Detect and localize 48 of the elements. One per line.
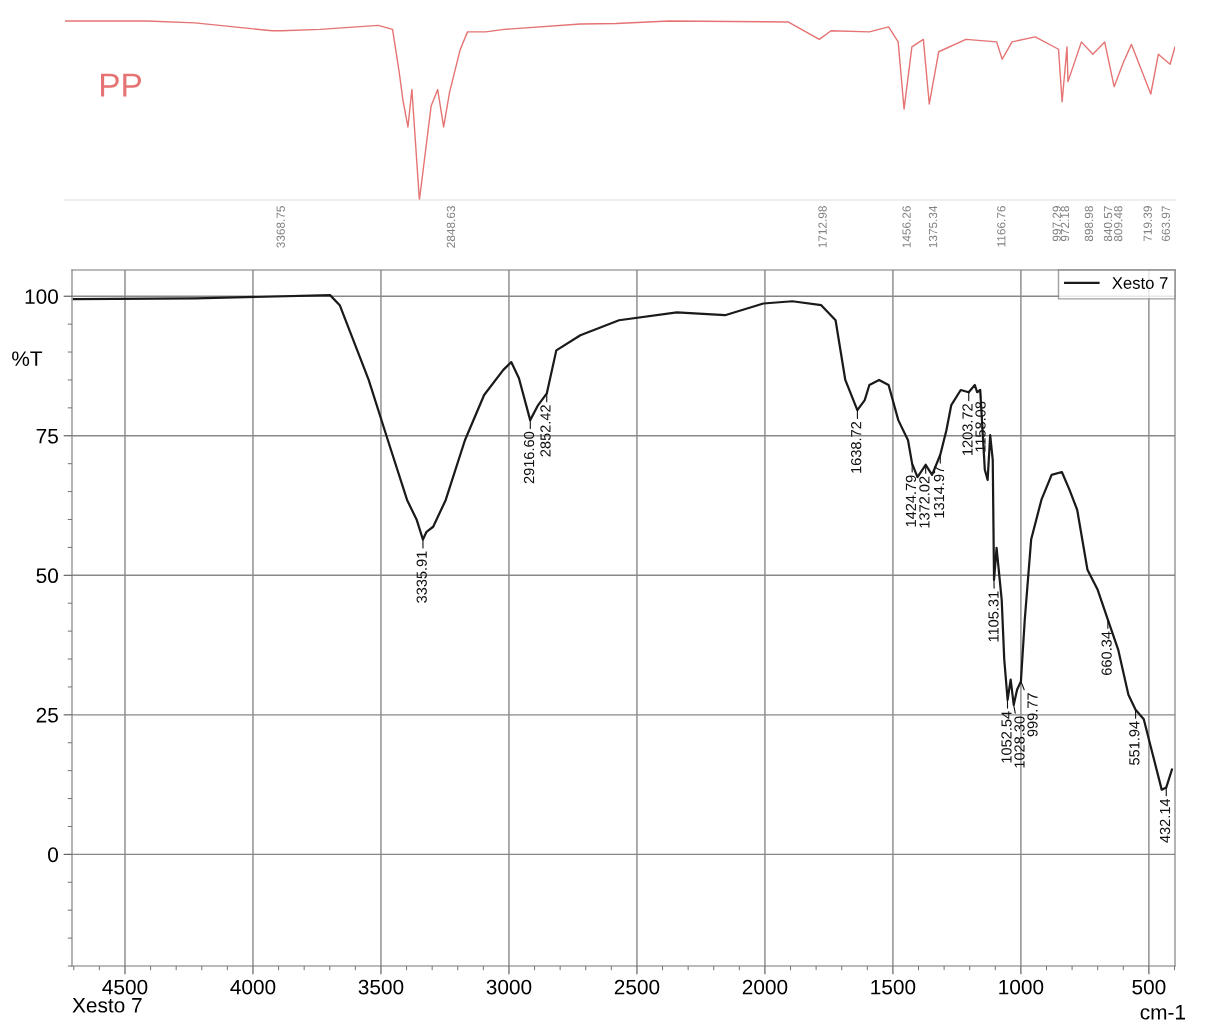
annotation: 1372.02 xyxy=(919,476,930,528)
annotation: 1105.31 xyxy=(988,591,999,642)
annotation: 1314.97 xyxy=(933,466,945,518)
annotation: 1424.79 xyxy=(905,475,917,527)
x-axis-title: cm-1 xyxy=(1140,1005,1186,1020)
x-tick-label: 1500 xyxy=(871,979,916,995)
x-tick-label: 898.98 xyxy=(1084,206,1094,242)
x-tick-label: 4500 xyxy=(102,979,148,995)
x-tick-label: 1375.34 xyxy=(928,205,938,248)
x-tick-label: 3500 xyxy=(358,979,404,995)
annotation: 1203.72 xyxy=(962,404,973,455)
x-tick-label: 2500 xyxy=(614,979,660,995)
y-tick-label: 0 xyxy=(48,847,58,863)
annotation: 2916.60 xyxy=(523,431,535,484)
x-tick-label: 809.48 xyxy=(1114,206,1123,242)
x-tick-label: 2000 xyxy=(742,979,788,995)
y-tick-label: 50 xyxy=(36,568,58,584)
annotation: 2852.42 xyxy=(540,405,551,457)
legend-label: Xesto 7 xyxy=(1112,277,1168,289)
series-label: PP xyxy=(101,73,142,97)
x-tick-label: 719.39 xyxy=(1143,206,1152,242)
annotation: 1638.72 xyxy=(850,421,862,473)
x-tick-label: 3368.75 xyxy=(276,206,285,248)
x-tick-label: 997.29 xyxy=(1052,206,1061,242)
annotation: 551.94 xyxy=(1129,721,1140,765)
y-tick-label: 100 xyxy=(25,289,58,304)
x-tick-label: 840.57 xyxy=(1103,206,1113,242)
x-tick-label: 663.97 xyxy=(1161,206,1170,242)
annotation: 1158.08 xyxy=(975,401,986,452)
x-tick-label: 972.18 xyxy=(1060,206,1070,242)
x-tick-label: 3000 xyxy=(486,979,532,995)
annotation: 3335.91 xyxy=(416,551,427,603)
y-tick-label: 75 xyxy=(36,428,58,444)
x-tick-label: 4000 xyxy=(230,979,276,995)
annotation: 432.14 xyxy=(1159,798,1171,843)
x-tick-label: 2848.63 xyxy=(446,206,456,248)
annotation: 660.34 xyxy=(1101,631,1112,675)
x-tick-label: 1712.98 xyxy=(818,206,827,248)
x-tick-label: 500 xyxy=(1132,979,1166,995)
annotation: 1052.54 xyxy=(1001,711,1012,763)
y-axis-title: %T xyxy=(12,351,43,366)
text: Xesto 7 xyxy=(72,998,142,1013)
x-tick-label: 1166.76 xyxy=(997,206,1006,247)
y-tick-label: 25 xyxy=(36,707,58,723)
x-tick-label: 1000 xyxy=(999,979,1044,995)
annotation: 999.77 xyxy=(1027,693,1038,737)
x-tick-label: 1456.26 xyxy=(902,206,911,248)
annotation: 1028.30 xyxy=(1014,716,1025,768)
